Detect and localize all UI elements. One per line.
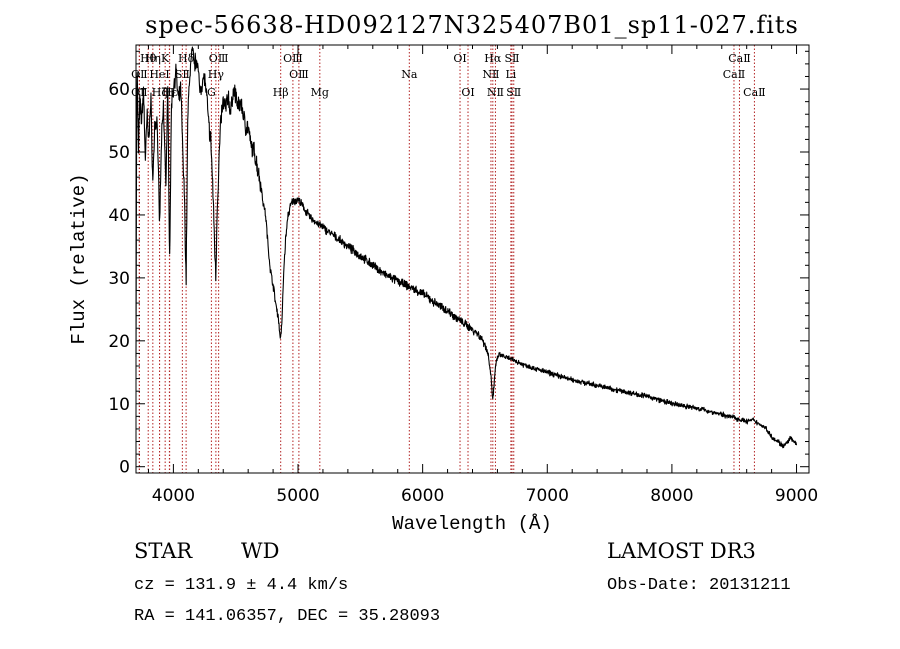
line-label: G xyxy=(207,86,216,99)
x-axis: 4000 5000 6000 7000 8000 9000 xyxy=(147,45,818,506)
line-label: OⅠ xyxy=(461,86,474,99)
line-label: Hγ xyxy=(208,68,225,81)
line-label: SⅡ xyxy=(175,68,190,81)
x-tick-label: 8000 xyxy=(650,486,693,506)
y-tick-label: 40 xyxy=(108,206,130,226)
line-label: OⅠ xyxy=(453,52,466,65)
y-tick-label: 50 xyxy=(108,143,130,163)
line-label: Hθ xyxy=(140,52,157,65)
coordinates: RA = 141.06357, DEC = 35.28093 xyxy=(134,607,440,626)
line-label: NⅡ xyxy=(482,68,499,81)
line-label: Hβ xyxy=(273,86,289,99)
x-tick-label: 5000 xyxy=(276,486,319,506)
line-label: Hδ xyxy=(178,52,195,65)
y-tick-label: 20 xyxy=(108,332,130,352)
y-tick-label: 30 xyxy=(108,269,130,289)
x-tick-label: 7000 xyxy=(526,486,569,506)
line-label: OⅢ xyxy=(289,68,309,81)
line-label: Li xyxy=(505,68,516,81)
spectrum-line xyxy=(135,46,798,449)
x-tick-label: 4000 xyxy=(152,486,195,506)
line-label: OⅢ xyxy=(209,52,229,65)
line-label: Hα xyxy=(484,52,502,65)
line-label: CaⅡ xyxy=(723,68,745,81)
x-tick-label: 9000 xyxy=(775,486,818,506)
line-label: OⅢ xyxy=(283,52,303,65)
line-label: H xyxy=(165,86,175,99)
plot-frame xyxy=(135,44,810,474)
redshift-velocity: cz = 131.9 ± 4.4 km/s xyxy=(134,576,348,595)
observation-date: Obs-Date: 20131211 xyxy=(607,576,791,595)
x-tick-label: 6000 xyxy=(401,486,444,506)
y-tick-label: 0 xyxy=(119,458,130,478)
y-tick-label: 60 xyxy=(108,80,130,100)
line-label: CaⅡ xyxy=(743,86,765,99)
object-class: STAR xyxy=(134,539,193,563)
line-label: Hη xyxy=(145,52,161,65)
x-axis-label: Wavelength (Å) xyxy=(392,513,552,535)
y-tick-label: 10 xyxy=(108,395,130,415)
survey-name: LAMOST DR3 xyxy=(607,539,756,563)
line-label: HeⅠ xyxy=(149,68,169,81)
line-label: SⅡ xyxy=(506,86,521,99)
line-label: SⅡ xyxy=(504,52,519,65)
y-axis-label: Flux (relative) xyxy=(68,173,90,344)
emission-line-markers xyxy=(138,45,755,473)
y-axis: 0 10 20 30 40 50 60 xyxy=(108,50,809,478)
line-label: Mg xyxy=(311,86,329,99)
line-label: Hζ xyxy=(152,86,168,99)
line-label: Na xyxy=(401,68,418,81)
chart-title: spec-56638-HD092127N325407B01_sp11-027.f… xyxy=(145,11,799,39)
line-label: CaⅡ xyxy=(728,52,750,65)
line-label: OⅡ xyxy=(131,68,148,81)
line-label: K xyxy=(161,52,170,65)
line-label: NⅡ xyxy=(487,86,504,99)
object-subclass: WD xyxy=(241,539,279,563)
